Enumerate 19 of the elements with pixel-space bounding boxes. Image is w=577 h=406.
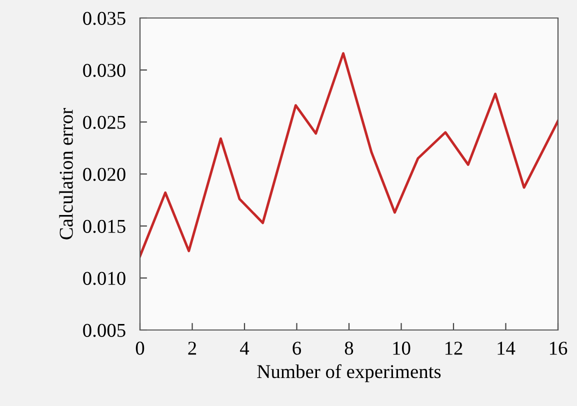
- y-tick-label: 0.020: [83, 168, 126, 182]
- y-tick-label: 0.030: [83, 64, 126, 78]
- y-tick-label: 0.010: [83, 272, 126, 286]
- y-tick-label: 0.005: [83, 324, 126, 338]
- y-tick-label: 0.015: [83, 220, 126, 234]
- x-axis-title: Number of experiments: [257, 364, 441, 382]
- x-tick-label: 6: [292, 342, 302, 355]
- y-tick-label: 0.035: [83, 12, 126, 26]
- x-tick-label: 0: [136, 342, 144, 355]
- x-tick-label: 16: [550, 342, 568, 355]
- line-series: [140, 52, 558, 258]
- y-axis-title: Calculation error: [59, 108, 73, 240]
- x-tick-label: 2: [188, 342, 196, 355]
- x-tick-label: 12: [445, 342, 462, 355]
- x-tick-label: 10: [393, 342, 410, 355]
- x-tick-label: 8: [344, 342, 354, 355]
- x-tick-label: 4: [240, 342, 250, 355]
- y-tick-label: 0.025: [83, 116, 126, 130]
- x-tick-label: 14: [498, 342, 516, 355]
